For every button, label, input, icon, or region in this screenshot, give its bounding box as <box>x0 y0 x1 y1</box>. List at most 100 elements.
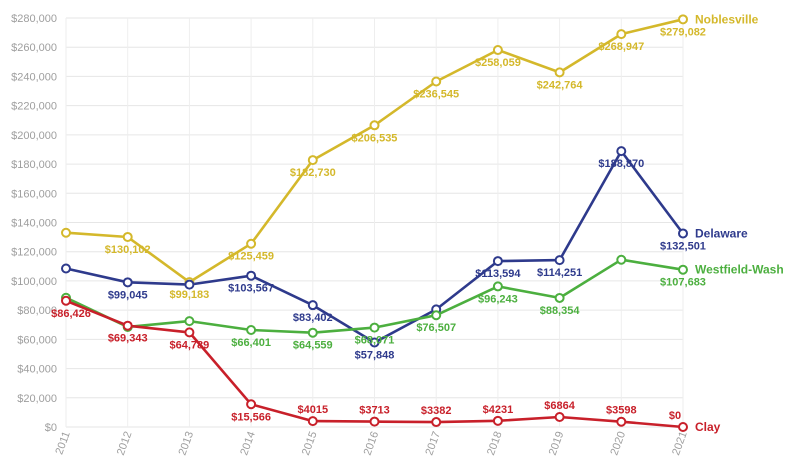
data-point <box>369 322 380 333</box>
y-tick-label: $0 <box>45 422 57 434</box>
data-point <box>61 227 71 238</box>
series-name-label: Westfield-Wash <box>695 263 784 277</box>
data-label: $99,183 <box>170 289 210 301</box>
data-point <box>492 281 503 292</box>
y-tick-label: $60,000 <box>17 334 57 346</box>
data-label: $57,848 <box>355 350 395 362</box>
y-tick-label: $140,000 <box>11 218 57 230</box>
data-label: $15,566 <box>231 411 271 423</box>
x-tick-label: 2019 <box>547 430 567 457</box>
data-point <box>678 422 688 432</box>
data-label: $99,045 <box>108 289 148 301</box>
data-label: $3598 <box>606 405 637 417</box>
y-tick-label: $80,000 <box>17 305 57 317</box>
data-point <box>246 238 257 249</box>
series-name-label: Clay <box>695 420 721 434</box>
data-point <box>678 228 688 239</box>
data-point <box>184 316 195 327</box>
data-point <box>122 320 133 331</box>
data-point <box>307 327 318 338</box>
data-point <box>122 231 133 242</box>
data-label: $130,102 <box>105 244 151 256</box>
data-point <box>307 155 318 166</box>
data-point <box>554 411 565 422</box>
data-label: $76,507 <box>416 322 456 334</box>
x-tick-label: 2012 <box>115 430 135 457</box>
data-label: $242,764 <box>537 79 584 91</box>
y-tick-label: $280,000 <box>11 13 57 25</box>
y-tick-label: $120,000 <box>11 247 57 259</box>
data-label: $182,730 <box>290 167 336 179</box>
data-point <box>431 417 442 428</box>
x-tick-label: 2016 <box>362 430 382 457</box>
data-point <box>554 255 565 266</box>
data-point <box>246 399 257 410</box>
series-labels: Noblesville Delaware Westfield-Wash Clay <box>695 12 784 434</box>
data-point <box>678 14 688 25</box>
data-label: $132,501 <box>660 240 706 252</box>
y-tick-label: $180,000 <box>11 159 57 171</box>
y-tick-label: $100,000 <box>11 276 57 288</box>
series-name-label: Delaware <box>695 226 748 240</box>
data-label: $107,683 <box>660 277 706 289</box>
data-label: $96,243 <box>478 293 518 305</box>
data-label: $206,535 <box>352 132 398 144</box>
x-tick-label: 2015 <box>300 430 320 457</box>
data-label: $6864 <box>544 400 575 412</box>
data-point <box>492 415 503 426</box>
data-point <box>616 29 627 40</box>
data-point <box>431 310 442 321</box>
data-label: $0 <box>669 410 681 422</box>
data-point <box>122 277 133 288</box>
x-tick-label: 2014 <box>238 430 258 457</box>
data-point <box>184 279 195 290</box>
series-points <box>61 14 688 432</box>
y-tick-label: $240,000 <box>11 71 57 83</box>
data-label: $236,545 <box>413 88 459 100</box>
y-tick-label: $40,000 <box>17 364 57 376</box>
data-point <box>616 254 627 265</box>
data-label: $88,354 <box>540 305 581 317</box>
data-point <box>369 416 380 427</box>
x-tick-label: 2018 <box>485 430 505 457</box>
data-label: $113,594 <box>475 268 521 280</box>
data-label: $258,059 <box>475 57 521 69</box>
y-tick-label: $160,000 <box>11 188 57 200</box>
data-label: $64,559 <box>293 340 333 352</box>
y-tick-label: $200,000 <box>11 130 57 142</box>
data-label: $86,426 <box>51 308 91 320</box>
data-point <box>678 264 688 275</box>
data-point <box>616 416 627 427</box>
data-labels: $130,102 $99,183 $125,459 $182,730 $206,535 $… <box>51 26 706 423</box>
data-point <box>61 295 71 306</box>
data-point <box>246 270 257 281</box>
x-axis: 2011 2012 2013 2014 2015 2016 2017 2018 2019 2020… <box>53 430 689 457</box>
data-label: $68,071 <box>355 335 395 347</box>
data-point <box>369 337 380 348</box>
x-tick-label: 2013 <box>177 430 197 457</box>
y-tick-label: $20,000 <box>17 393 57 405</box>
data-point <box>307 300 318 311</box>
data-point <box>492 45 503 56</box>
data-label: $114,251 <box>537 267 582 279</box>
data-label: $188,870 <box>598 158 644 170</box>
y-tick-label: $260,000 <box>11 42 57 54</box>
data-label: $103,567 <box>228 283 274 295</box>
data-label: $3382 <box>421 405 452 417</box>
x-tick-label: 2021 <box>670 430 690 457</box>
data-point <box>554 67 565 78</box>
data-point <box>616 146 627 157</box>
grid-lines <box>65 17 684 428</box>
data-label: $69,343 <box>108 333 148 345</box>
data-point <box>492 256 503 267</box>
data-label: $279,082 <box>660 26 706 38</box>
data-label: $3713 <box>359 405 390 417</box>
data-point <box>554 292 565 303</box>
data-label: $4015 <box>298 404 329 416</box>
data-label: $64,789 <box>170 339 210 351</box>
data-label: $66,401 <box>231 337 271 349</box>
y-tick-label: $220,000 <box>11 101 57 113</box>
data-point <box>61 263 71 274</box>
x-tick-label: 2020 <box>608 430 628 457</box>
